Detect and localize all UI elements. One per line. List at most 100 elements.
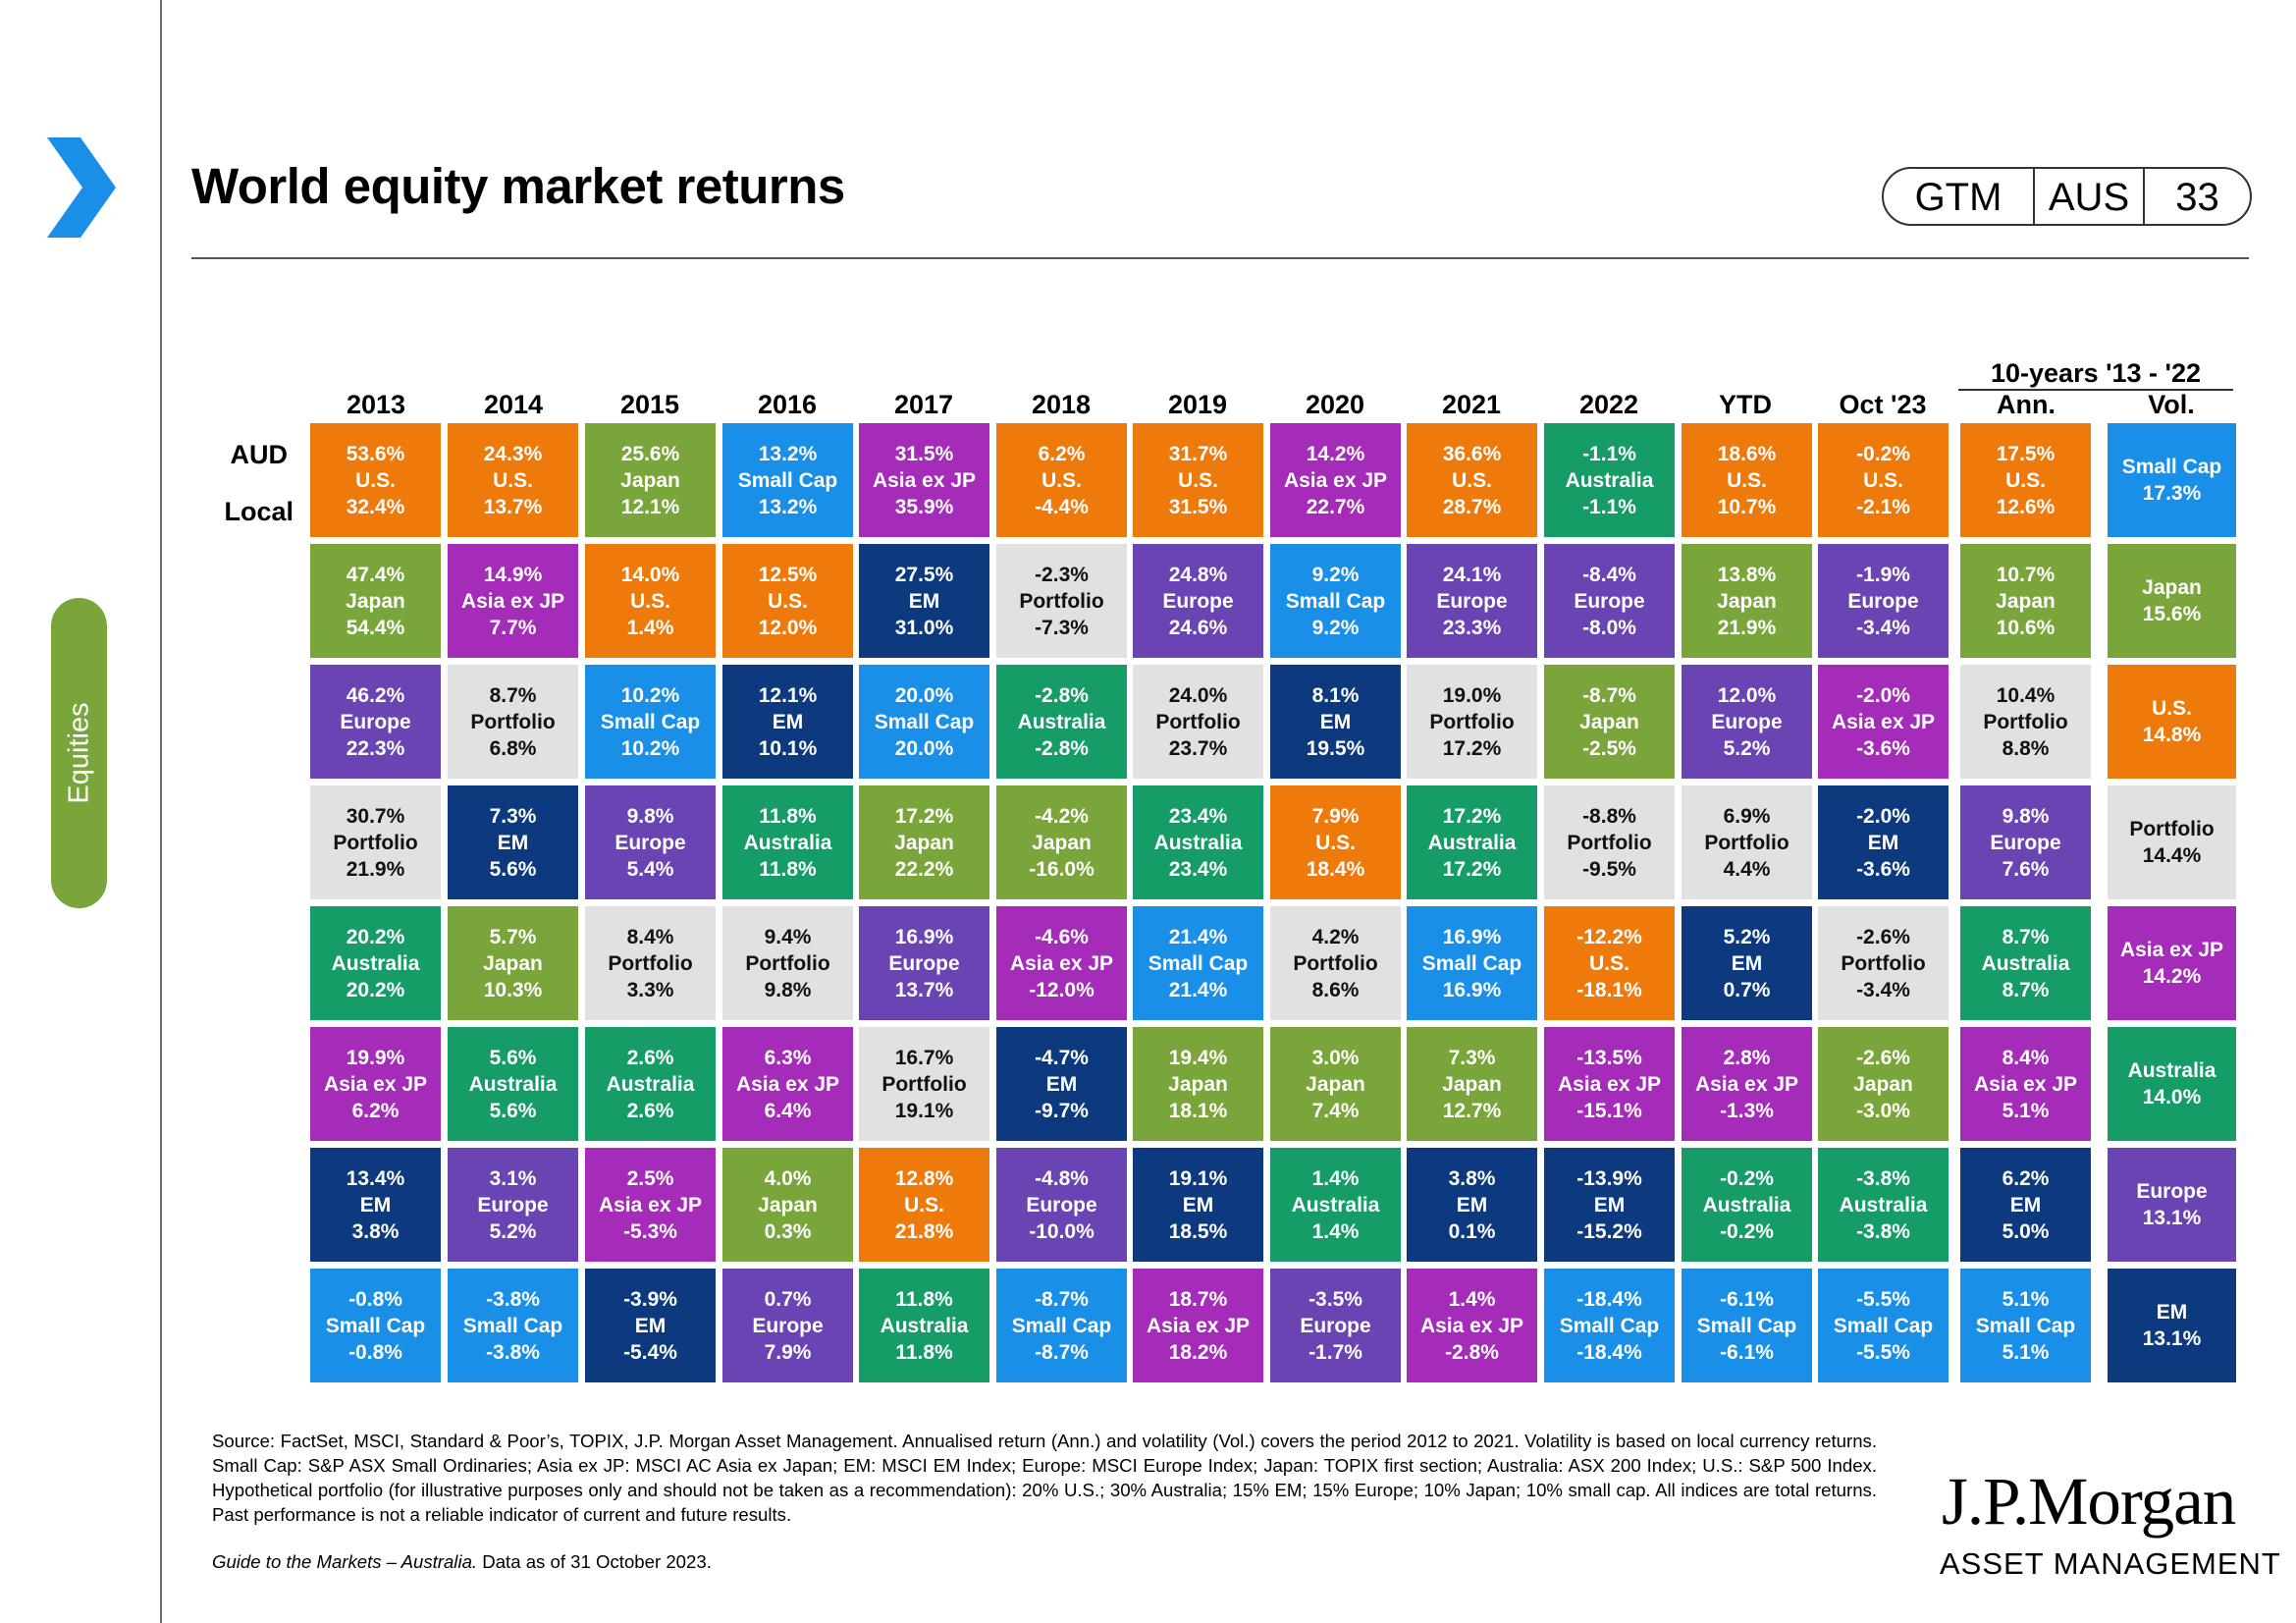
column-header: 2016 [757, 390, 818, 419]
row-label-aud: AUD [230, 440, 289, 469]
aud-return: 12.1% [758, 683, 818, 707]
return-cell: 6.9% Portfolio 4.4% [1682, 785, 1812, 899]
asset-name: Portfolio [745, 951, 830, 975]
local-return: 10.3% [483, 978, 543, 1001]
asset-name: Europe [1436, 589, 1508, 613]
return-cell: 18.7% Asia ex JP 18.2% [1133, 1269, 1263, 1382]
asset-name: Japan [346, 589, 405, 613]
return-cell: 11.8% Australia 11.8% [722, 785, 853, 899]
asset-name: Small Cap [874, 710, 975, 733]
aud-return: 19.9% [346, 1046, 405, 1069]
local-return: -15.1% [1576, 1099, 1642, 1122]
local-return: 21.4% [1168, 978, 1228, 1001]
asset-name: Australia [1291, 1193, 1380, 1217]
return-cell: 36.6% U.S. 28.7% [1407, 423, 1537, 537]
return-cell: 4.0% Japan 0.3% [722, 1148, 853, 1262]
chevron-right-icon [47, 137, 116, 238]
asset-name: Portfolio [1983, 710, 2068, 733]
aud-return: 5.7% [489, 925, 537, 948]
source-footnote: Source: FactSet, MSCI, Standard & Poor’s… [212, 1431, 1877, 1525]
local-return: -15.2% [1576, 1219, 1642, 1243]
return-cell: 8.7% Portfolio 6.8% [448, 665, 578, 779]
local-return: 6.4% [764, 1099, 812, 1122]
return-cell: 13.4% EM 3.8% [310, 1148, 441, 1262]
return-cell: -6.1% Small Cap -6.1% [1682, 1269, 1812, 1382]
asset-name: Small Cap [1696, 1314, 1797, 1337]
aud-return: 24.8% [1168, 563, 1228, 586]
local-return: 6.2% [351, 1099, 400, 1122]
return-cell: -12.2% U.S. -18.1% [1544, 906, 1675, 1020]
asset-name: Europe [1990, 831, 2061, 854]
aud-return: 2.5% [626, 1166, 674, 1190]
local-return: 10.2% [620, 736, 680, 760]
return-cell: 27.5% EM 31.0% [859, 544, 989, 658]
aud-return: -2.0% [1856, 683, 1910, 707]
asset-name: Australia [880, 1314, 969, 1337]
asset-name: Australia [331, 951, 420, 975]
return-cell: 31.5% Asia ex JP 35.9% [859, 423, 989, 537]
asset-name: Asia ex JP [1146, 1314, 1251, 1337]
local-return: -3.6% [1856, 736, 1910, 760]
local-return: 20.0% [894, 736, 954, 760]
asset-name: EM [1045, 1072, 1078, 1096]
return-cell: 24.8% Europe 24.6% [1133, 544, 1263, 658]
return-cell: 6.3% Asia ex JP 6.4% [722, 1027, 853, 1141]
return-cell: -13.9% EM -15.2% [1544, 1148, 1675, 1262]
local-return: 8.8% [2002, 736, 2050, 760]
asset-name: Europe [888, 951, 960, 975]
aud-return: 1.4% [1448, 1287, 1496, 1311]
asset-name: Japan [1168, 1072, 1228, 1096]
column-header: 2021 [1441, 390, 1502, 419]
asset-name: U.S. [1863, 468, 1903, 492]
local-return: 6.8% [489, 736, 537, 760]
asset-name: Asia ex JP [460, 589, 565, 613]
local-return: -3.8% [1856, 1219, 1910, 1243]
asset-name: Japan [1579, 710, 1639, 733]
asset-name: EM [2156, 1301, 2188, 1324]
asset-name: Europe [1847, 589, 1919, 613]
return-cell: 30.7% Portfolio 21.9% [310, 785, 441, 899]
local-return: 10.1% [758, 736, 818, 760]
local-return: 7.4% [1311, 1099, 1360, 1122]
group-header-underline [1958, 389, 2233, 391]
aud-return: 13.4% [346, 1166, 405, 1190]
ten-year-group-header: 10-years '13 - '22 [1991, 358, 2201, 388]
local-return: 28.7% [1442, 495, 1502, 518]
return-cell: 9.8% Europe 7.6% [1960, 785, 2091, 899]
asset-name: Small Cap [1011, 1314, 1112, 1337]
asset-name: U.S. [1315, 831, 1356, 854]
local-return: 22.2% [894, 857, 954, 881]
asset-name: Asia ex JP [598, 1193, 703, 1217]
aud-return: -2.6% [1856, 925, 1910, 948]
return-cell: 16.9% Europe 13.7% [859, 906, 989, 1020]
local-return: 12.6% [1996, 495, 2056, 518]
volatility-value: 13.1% [2142, 1207, 2202, 1229]
aud-return: 16.9% [1442, 925, 1502, 948]
local-return: 1.4% [626, 616, 674, 639]
asset-name: Japan [894, 831, 954, 854]
aud-return: -4.8% [1035, 1166, 1089, 1190]
return-cell: 9.8% Europe 5.4% [585, 785, 716, 899]
aud-return: 6.9% [1723, 804, 1771, 828]
asset-name: EM [1319, 710, 1352, 733]
local-return: -5.4% [623, 1340, 677, 1364]
return-cell: 6.2% EM 5.0% [1960, 1148, 2091, 1262]
return-cell: 24.3% U.S. 13.7% [448, 423, 578, 537]
section-tab-equities[interactable]: Equities [51, 598, 107, 908]
local-return: 18.5% [1168, 1219, 1228, 1243]
page-title: World equity market returns [191, 158, 845, 214]
return-cell: -0.2% U.S. -2.1% [1818, 423, 1949, 537]
aud-return: 16.7% [894, 1046, 954, 1069]
aud-return: 7.3% [1448, 1046, 1496, 1069]
return-cell: 7.9% U.S. 18.4% [1270, 785, 1401, 899]
local-return: 7.9% [764, 1340, 812, 1364]
asset-name: U.S. [1041, 468, 1082, 492]
asset-name: U.S. [493, 468, 533, 492]
asset-name: EM [1182, 1193, 1214, 1217]
return-cell: 25.6% Japan 12.1% [585, 423, 716, 537]
asset-name: Australia [1017, 710, 1106, 733]
return-cell: -4.6% Asia ex JP -12.0% [996, 906, 1127, 1020]
aud-return: 46.2% [346, 683, 405, 707]
return-cell: -2.0% Asia ex JP -3.6% [1818, 665, 1949, 779]
asset-name: Portfolio [333, 831, 418, 854]
